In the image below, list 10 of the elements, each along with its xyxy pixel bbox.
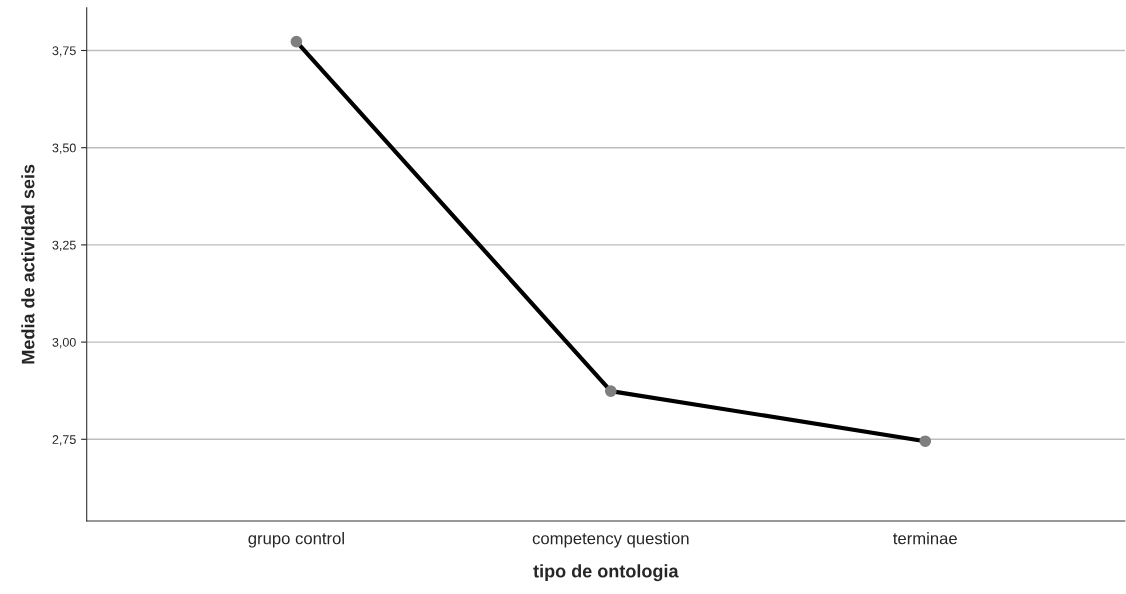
y-tick-label: 3,25 bbox=[52, 240, 76, 252]
x-tick-label: competency question bbox=[532, 532, 689, 548]
x-tick-label: grupo control bbox=[248, 532, 344, 548]
x-tick-label: terminae bbox=[893, 532, 957, 545]
y-tick-label: 2,75 bbox=[52, 435, 76, 446]
y-axis-title: Media de actividad seis bbox=[21, 164, 35, 364]
x-axis-title: tipo de ontologia bbox=[533, 564, 679, 582]
y-tick-label: 3,00 bbox=[52, 337, 76, 349]
y-tick-label: 3,50 bbox=[52, 143, 76, 154]
y-tick-label: 3,75 bbox=[52, 46, 76, 57]
